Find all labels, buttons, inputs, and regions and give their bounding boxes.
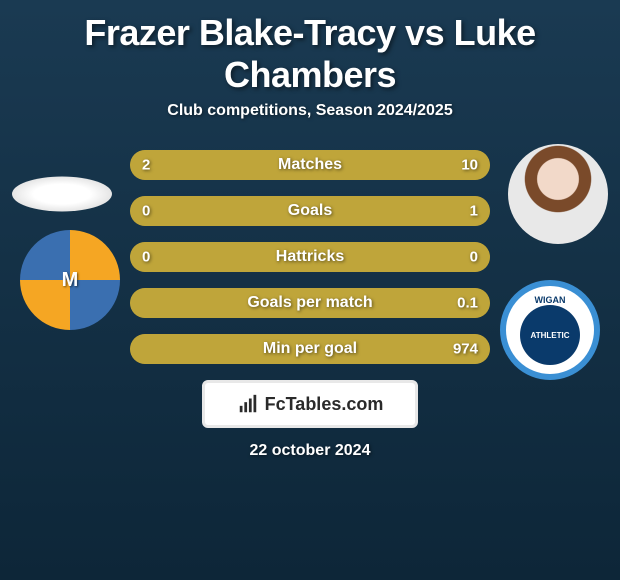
- stat-row: 0 Goals 1: [130, 196, 490, 226]
- stat-value-right: 0.1: [457, 295, 478, 312]
- stat-label: Goals: [288, 202, 332, 220]
- stat-value-right: 974: [453, 341, 478, 358]
- stat-row: Min per goal 974: [130, 334, 490, 364]
- stat-value-right: 1: [470, 203, 478, 220]
- chart-icon: [237, 393, 259, 415]
- club-left-abbrev: M: [62, 269, 79, 292]
- comparison-area: M WIGAN ATHLETIC 2Matches100Goals10Hattr…: [0, 150, 620, 460]
- stat-row: 0 Hattricks 0: [130, 242, 490, 272]
- stat-row: Goals per match 0.1: [130, 288, 490, 318]
- stats-list: 2Matches100Goals10Hattricks0Goals per ma…: [130, 150, 490, 364]
- footer-site-badge[interactable]: FcTables.com: [202, 380, 418, 428]
- stat-label: Min per goal: [263, 340, 357, 358]
- stat-fill-left: [130, 334, 148, 364]
- stat-label: Goals per match: [247, 294, 372, 312]
- stat-value-left: 0: [142, 249, 150, 266]
- club-right-inner: ATHLETIC: [520, 305, 580, 365]
- page-title: Frazer Blake-Tracy vs Luke Chambers: [0, 0, 620, 102]
- footer-date: 22 october 2024: [20, 442, 600, 460]
- stat-value-left: 0: [142, 203, 150, 220]
- club-right-top: WIGAN: [535, 295, 566, 305]
- subtitle: Club competitions, Season 2024/2025: [0, 102, 620, 120]
- player-photo-left: [12, 177, 112, 212]
- stat-row: 2 Matches 10: [130, 150, 490, 180]
- club-badge-right: WIGAN ATHLETIC: [500, 280, 600, 380]
- player-photo-right: [508, 144, 608, 244]
- stat-label: Hattricks: [276, 248, 344, 266]
- footer-site-text: FcTables.com: [265, 394, 384, 415]
- stat-value-left: 2: [142, 157, 150, 174]
- stat-label: Matches: [278, 156, 342, 174]
- stat-value-right: 0: [470, 249, 478, 266]
- stat-fill-left: [130, 150, 188, 180]
- club-badge-left: M: [20, 230, 120, 330]
- stat-fill-left: [130, 288, 148, 318]
- stat-value-right: 10: [461, 157, 478, 174]
